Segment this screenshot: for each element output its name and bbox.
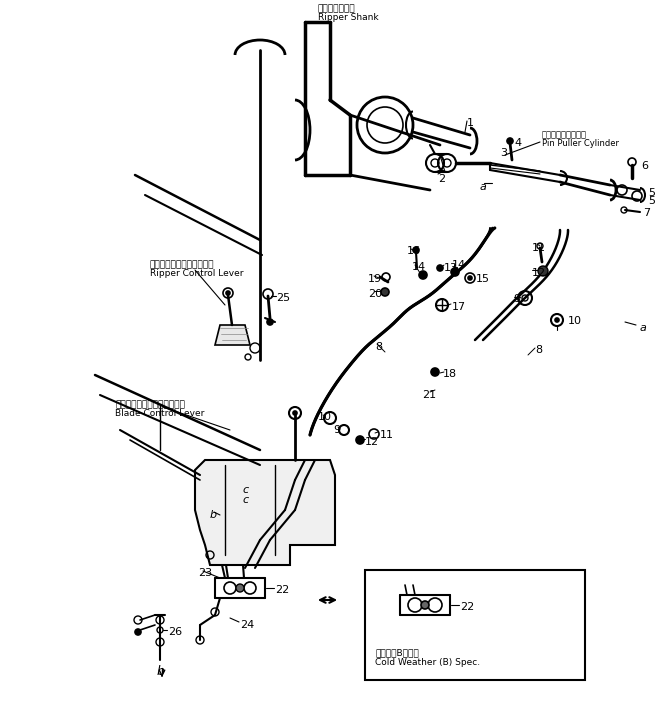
Text: b: b — [157, 665, 165, 678]
Text: Ripper Control Lever: Ripper Control Lever — [150, 269, 243, 278]
Text: 23: 23 — [198, 568, 212, 578]
Circle shape — [555, 318, 559, 322]
Text: ピンプーラシリンダ: ピンプーラシリンダ — [542, 130, 587, 139]
Text: 8: 8 — [535, 345, 542, 355]
Circle shape — [437, 265, 443, 271]
Text: 24: 24 — [240, 620, 254, 630]
Text: 5: 5 — [648, 196, 655, 206]
Text: 2: 2 — [438, 174, 445, 184]
Circle shape — [356, 436, 364, 444]
Circle shape — [267, 319, 273, 325]
Text: 8: 8 — [375, 342, 382, 352]
Bar — [365, 570, 585, 680]
Circle shape — [468, 276, 472, 280]
Text: 22: 22 — [460, 602, 474, 612]
Text: 26: 26 — [168, 627, 182, 637]
Text: 6: 6 — [641, 161, 648, 171]
Text: 9: 9 — [513, 294, 520, 304]
Circle shape — [451, 268, 459, 276]
Text: 21: 21 — [422, 390, 436, 400]
Text: Pin Puller Cylinder: Pin Puller Cylinder — [542, 139, 619, 148]
Circle shape — [431, 368, 439, 376]
Circle shape — [421, 601, 429, 609]
Text: リッパシャンク: リッパシャンク — [318, 4, 355, 13]
Text: 12: 12 — [365, 437, 379, 447]
Text: 17: 17 — [452, 302, 466, 312]
Text: 4: 4 — [514, 138, 521, 148]
Circle shape — [381, 288, 389, 296]
Text: Ripper Shank: Ripper Shank — [318, 13, 378, 22]
Text: 3: 3 — [500, 148, 507, 158]
Circle shape — [538, 266, 548, 276]
Text: 14: 14 — [452, 260, 466, 270]
Text: 1: 1 — [467, 118, 474, 128]
Polygon shape — [215, 325, 250, 345]
Text: 10: 10 — [568, 316, 582, 326]
Text: 9: 9 — [333, 425, 340, 435]
Text: 12: 12 — [532, 268, 546, 278]
Text: 7: 7 — [643, 208, 650, 218]
Text: 13: 13 — [444, 263, 458, 273]
Circle shape — [507, 138, 513, 144]
Circle shape — [226, 291, 230, 295]
Text: ブレードコントロールレバー: ブレードコントロールレバー — [115, 400, 185, 409]
Text: c: c — [242, 495, 248, 505]
Text: 15: 15 — [476, 274, 490, 284]
Circle shape — [293, 411, 297, 415]
Text: 19: 19 — [368, 274, 382, 284]
Text: Cold Weather (B) Spec.: Cold Weather (B) Spec. — [375, 658, 480, 667]
Text: c: c — [242, 485, 248, 495]
Circle shape — [419, 271, 427, 279]
Text: 10: 10 — [318, 412, 332, 422]
Text: 5: 5 — [648, 188, 655, 198]
Text: 20: 20 — [368, 289, 382, 299]
Text: a: a — [640, 323, 647, 333]
Text: 11: 11 — [532, 243, 546, 253]
Circle shape — [413, 247, 419, 253]
Circle shape — [236, 584, 244, 592]
Text: 14: 14 — [412, 262, 426, 272]
Text: a: a — [480, 182, 487, 192]
Text: b: b — [210, 510, 217, 520]
Text: 18: 18 — [443, 369, 457, 379]
Polygon shape — [195, 460, 335, 565]
Circle shape — [135, 629, 141, 635]
Text: 22: 22 — [275, 585, 290, 595]
Text: 25: 25 — [276, 293, 290, 303]
Text: リッパコントロールレバー: リッパコントロールレバー — [150, 260, 215, 269]
Text: 16: 16 — [407, 246, 421, 256]
Text: Blade Control Lever: Blade Control Lever — [115, 409, 205, 418]
Text: 寒冷地（B）仕様: 寒冷地（B）仕様 — [375, 648, 418, 657]
Text: 11: 11 — [380, 430, 394, 440]
